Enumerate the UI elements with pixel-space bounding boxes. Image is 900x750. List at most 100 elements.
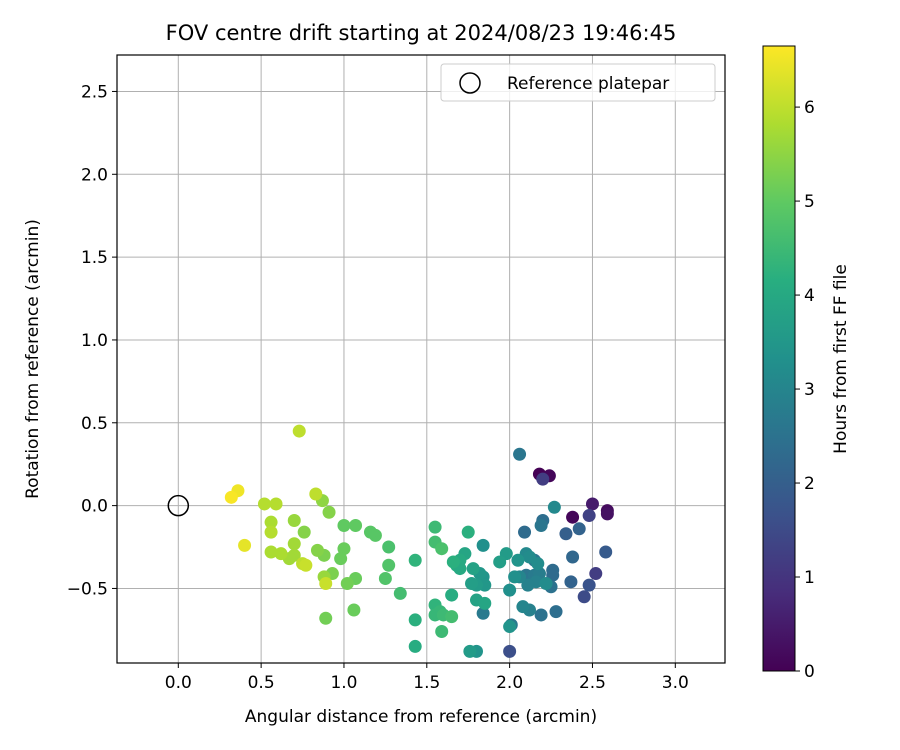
data-point (445, 610, 459, 624)
data-point (382, 558, 396, 572)
data-point (435, 625, 449, 639)
data-point (363, 525, 377, 539)
data-point (264, 515, 278, 529)
data-point (337, 518, 351, 532)
colorbar-tick-label: 5 (804, 192, 815, 212)
x-tick-label: 2.0 (496, 673, 523, 693)
colorbar-gradient (762, 45, 796, 672)
data-points (224, 424, 614, 658)
data-point (257, 497, 271, 511)
data-point (564, 575, 578, 589)
data-point (224, 490, 238, 504)
colorbar-tick-label: 0 (804, 662, 815, 682)
data-point (582, 578, 596, 592)
data-point (534, 608, 548, 622)
data-point (559, 527, 573, 541)
data-point (269, 497, 283, 511)
data-point (382, 540, 396, 554)
data-point (287, 537, 301, 551)
data-point (478, 596, 492, 610)
x-tick-label: 1.0 (330, 673, 357, 693)
x-tick-label: 2.5 (579, 673, 606, 693)
data-point (508, 570, 522, 584)
data-point (299, 558, 313, 572)
x-axis-ticks: 0.0 0.5 1.0 1.5 2.0 2.5 3.0 (165, 663, 689, 693)
data-point (566, 510, 580, 524)
colorbar-tick-label: 3 (804, 380, 815, 400)
legend-marker (459, 72, 481, 94)
data-point (393, 586, 407, 600)
data-point (536, 472, 550, 486)
data-point (319, 611, 333, 625)
y-axis-label: Rotation from reference (arcmin) (23, 219, 43, 499)
colorbar-ticks: 0 1 2 3 4 5 6 (795, 98, 815, 682)
colorbar-tick-label: 1 (804, 568, 815, 588)
data-point (337, 542, 351, 556)
data-point (347, 603, 361, 617)
data-point (585, 497, 599, 511)
data-point (466, 562, 480, 576)
x-tick-label: 3.0 (662, 673, 689, 693)
chart-title: FOV centre drift starting at 2024/08/23 … (166, 21, 677, 45)
data-point (599, 545, 613, 559)
y-tick-label: 2.0 (81, 165, 108, 185)
y-tick-label: 1.0 (81, 331, 108, 351)
data-point (408, 553, 422, 567)
colorbar-tick-label: 2 (804, 474, 815, 494)
colorbar: 0 1 2 3 4 5 6 Hours from first FF file (762, 45, 851, 682)
data-point (547, 500, 561, 514)
data-point (264, 525, 278, 539)
x-tick-label: 0.5 (248, 673, 275, 693)
data-point (309, 487, 323, 501)
y-tick-label: 2.5 (81, 82, 108, 102)
data-point (513, 447, 527, 461)
data-point (435, 542, 449, 556)
data-point (408, 639, 422, 653)
data-point (322, 505, 336, 519)
data-point (582, 509, 596, 523)
data-point (340, 576, 354, 590)
data-point (349, 518, 363, 532)
data-point (577, 590, 591, 604)
data-point (445, 588, 459, 602)
data-point (274, 547, 288, 561)
data-point (465, 576, 479, 590)
data-point (503, 583, 517, 597)
data-point (549, 605, 563, 619)
data-point (476, 538, 490, 552)
data-point (534, 518, 548, 532)
y-tick-label: −0.5 (67, 579, 108, 599)
data-point (310, 543, 324, 557)
data-point (297, 525, 311, 539)
data-point (503, 644, 517, 658)
data-point (521, 578, 535, 592)
data-point (292, 424, 306, 438)
data-point (238, 538, 252, 552)
data-point (572, 522, 586, 536)
y-axis-ticks: −0.5 0.0 0.5 1.0 1.5 2.0 2.5 (67, 82, 117, 599)
data-point (287, 514, 301, 528)
legend-label: Reference platepar (507, 74, 669, 94)
reference-marker (167, 494, 190, 517)
x-axis-label: Angular distance from reference (arcmin) (245, 707, 597, 727)
data-point (264, 545, 278, 559)
data-point (334, 552, 348, 566)
data-point (408, 613, 422, 627)
y-tick-label: 0.0 (81, 497, 108, 517)
data-point (600, 507, 614, 521)
data-point (446, 555, 460, 569)
data-point (518, 525, 532, 539)
grid-lines (117, 55, 725, 663)
colorbar-label: Hours from first FF file (831, 264, 851, 454)
data-point (539, 576, 553, 590)
data-point (566, 550, 580, 564)
data-point (319, 576, 333, 590)
y-tick-label: 0.5 (81, 414, 108, 434)
data-point (493, 555, 507, 569)
data-point (516, 600, 530, 614)
x-tick-label: 0.0 (165, 673, 192, 693)
data-point (463, 644, 477, 658)
plot-frame (116, 54, 726, 664)
colorbar-tick-label: 4 (804, 286, 815, 306)
legend-box (440, 63, 716, 102)
